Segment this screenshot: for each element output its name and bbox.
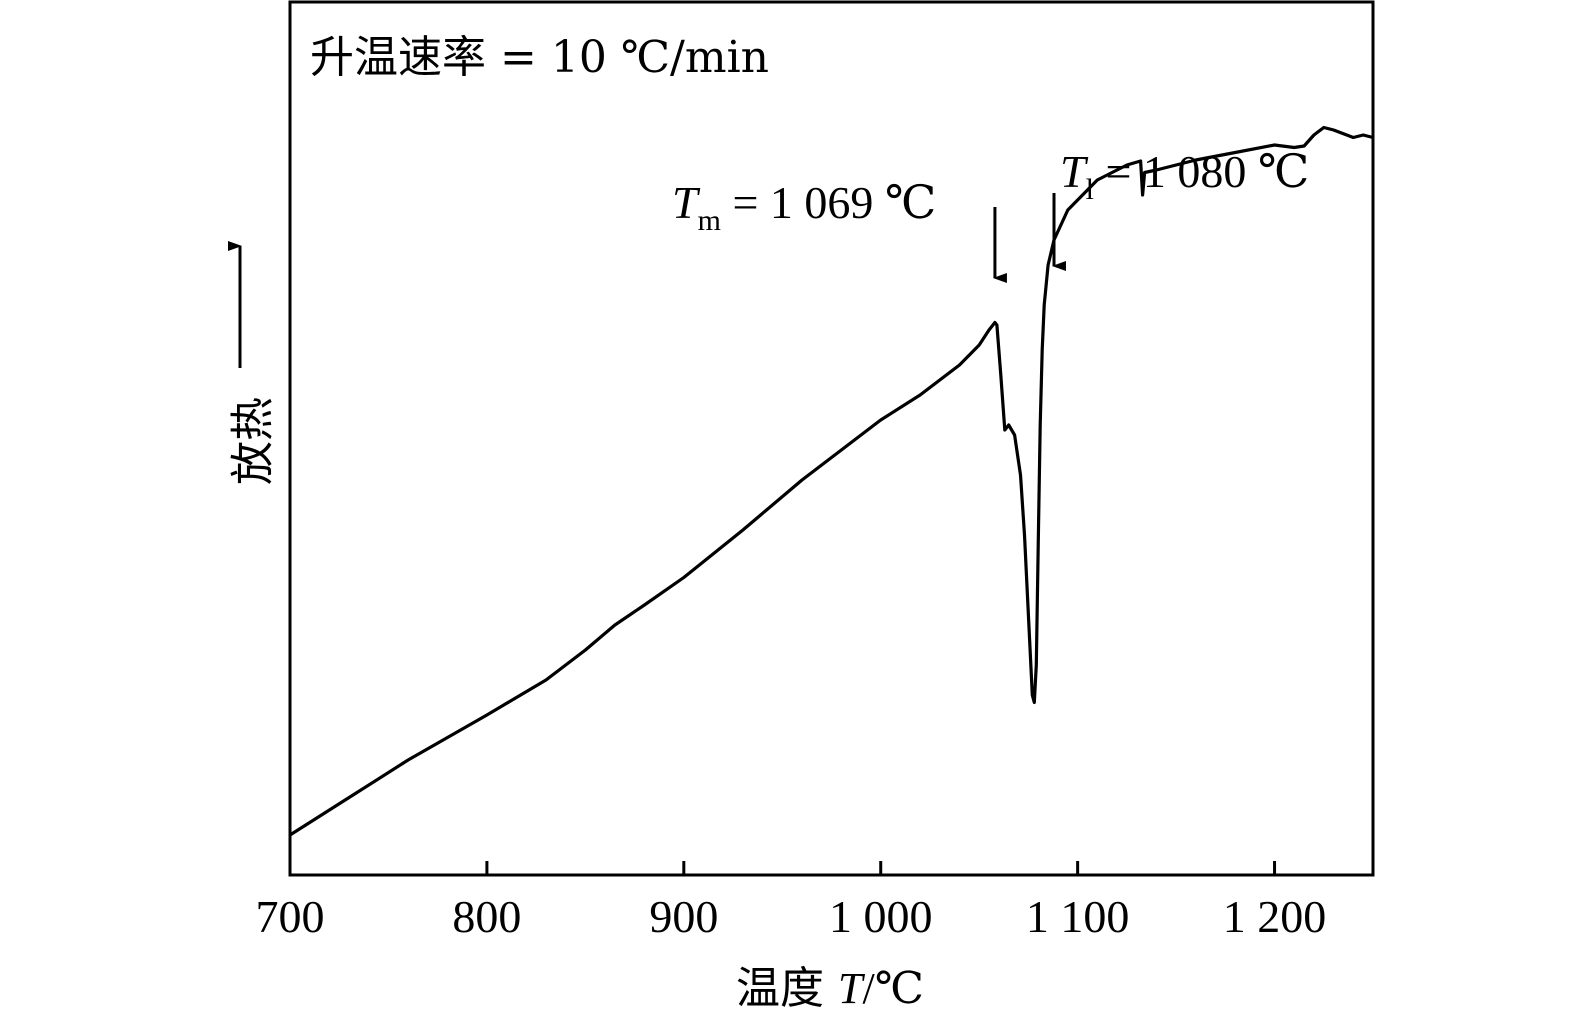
x-axis-label: 温度 T/℃	[736, 963, 924, 1014]
y-axis-label-group: 放热	[228, 241, 279, 485]
heating-rate-note: 升温速率 = 10 ℃/min	[310, 32, 769, 83]
x-axis-label-var: T	[838, 964, 866, 1013]
x-tick-label: 1 000	[829, 891, 933, 942]
y-axis-label: 放热	[228, 397, 279, 485]
x-axis-label-unit: /℃	[863, 964, 924, 1013]
dsc-curve	[289, 125, 1374, 837]
x-tick-label: 1 100	[1026, 891, 1130, 942]
annotation-value: = 1 069 ℃	[721, 177, 936, 228]
annotation-label: Tl = 1 080 ℃	[1060, 146, 1309, 206]
x-axis-ticks: 700 800 900 1 000 1 100 1 200	[256, 861, 1327, 942]
x-axis-label-prefix: 温度	[736, 963, 838, 1014]
annotation-sub: l	[1086, 173, 1094, 206]
annotation-label: Tm = 1 069 ℃	[672, 177, 936, 237]
annotation-var: T	[1060, 146, 1089, 197]
annotation-sub: m	[698, 204, 721, 237]
x-tick-label: 1 200	[1223, 891, 1327, 942]
annotations: Tm = 1 069 ℃Tl = 1 080 ℃	[672, 146, 1309, 283]
annotation-var: T	[672, 177, 701, 228]
x-tick-label: 700	[256, 891, 325, 942]
annotation-value: = 1 080 ℃	[1094, 146, 1309, 197]
x-tick-label: 900	[649, 891, 718, 942]
plot-frame	[288, 0, 1375, 877]
x-tick-label: 800	[452, 891, 521, 942]
